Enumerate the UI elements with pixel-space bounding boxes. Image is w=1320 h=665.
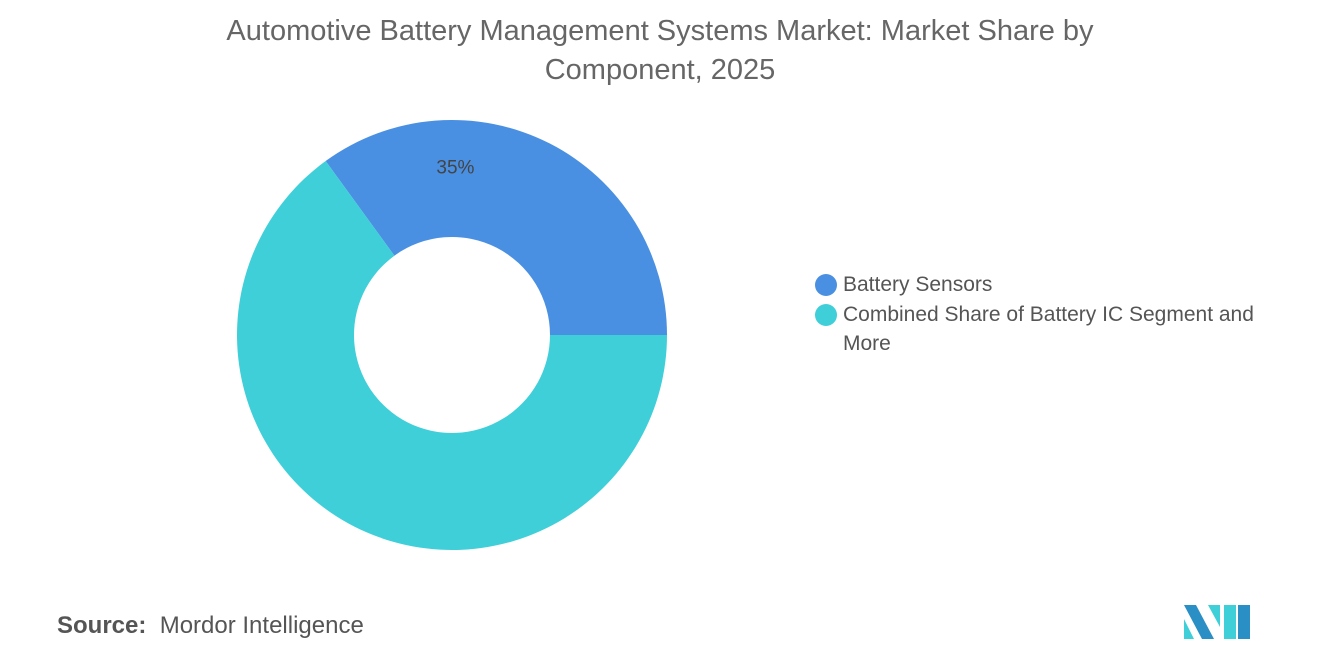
source-value: Mordor Intelligence xyxy=(159,612,364,639)
legend-label: Combined Share of Battery IC Segment and… xyxy=(843,303,1254,355)
data-label: 35% xyxy=(436,158,474,179)
slice-combined-share-of-battery-ic-segment-and-more xyxy=(237,161,667,550)
legend-item-combined-share: Combined Share of Battery IC Segment and… xyxy=(815,300,1295,358)
legend-item-battery-sensors: Battery Sensors xyxy=(815,270,1295,299)
legend-swatch xyxy=(815,274,837,296)
chart-title: Automotive Battery Management Systems Ma… xyxy=(226,15,1094,86)
source-note: Source: Mordor Intelligence xyxy=(57,612,364,640)
slice-battery-sensors xyxy=(325,119,667,335)
mordor-intelligence-logo xyxy=(1184,605,1250,639)
legend-label: Battery Sensors xyxy=(843,273,993,296)
source-label: Source: xyxy=(57,612,147,639)
legend: Battery Sensors Combined Share of Batter… xyxy=(815,270,1295,359)
legend-swatch xyxy=(815,304,837,326)
